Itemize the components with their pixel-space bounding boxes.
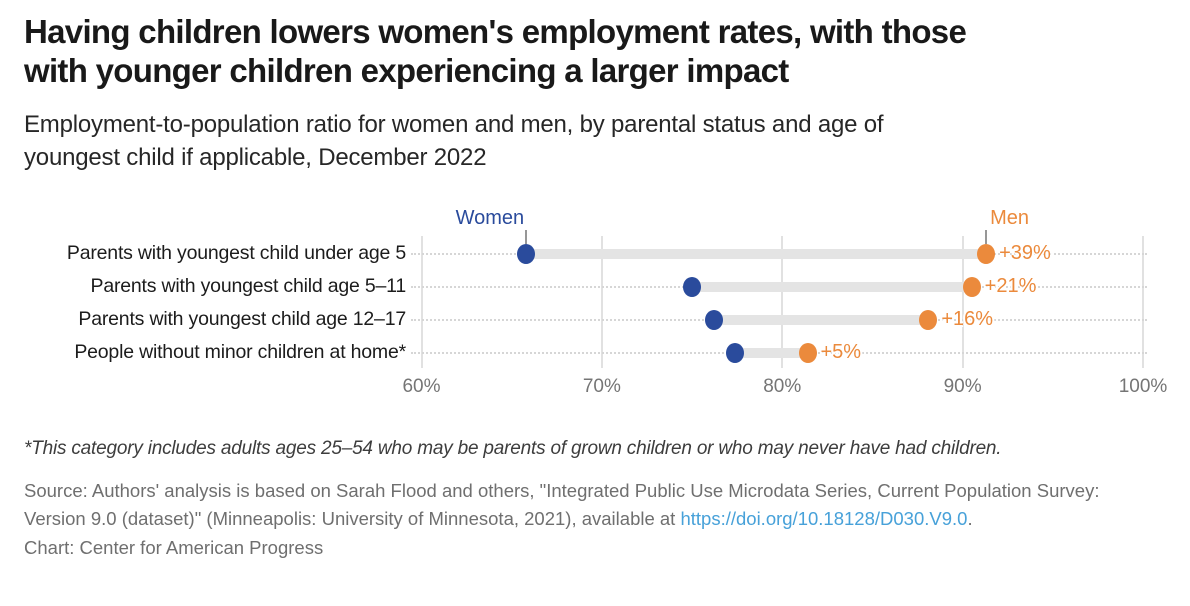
connector-bar <box>713 315 929 325</box>
category-label: Parents with youngest child under age 5 <box>66 242 406 264</box>
gridline-90 <box>961 236 964 368</box>
source-line2: Version 9.0 (dataset)" (Minneapolis: Uni… <box>24 508 681 529</box>
x-axis-tick-label: 100% <box>1118 376 1168 397</box>
women-dot <box>517 244 536 264</box>
series-label-men: Men <box>990 207 1029 229</box>
connector-bar <box>735 348 808 358</box>
x-axis-tick-label: 80% <box>763 376 802 397</box>
diff-label: +39% <box>999 242 1051 264</box>
footnote: *This category includes adults ages 25–5… <box>24 438 1002 459</box>
women-dot <box>726 343 745 363</box>
category-label: Parents with youngest child age 5–11 <box>90 275 407 297</box>
source-suffix: . <box>967 508 973 529</box>
gridline-100 <box>1142 236 1144 368</box>
diff-label: +16% <box>941 308 994 330</box>
men-dot <box>919 310 938 330</box>
women-dot <box>704 310 723 330</box>
women-dot <box>683 277 702 297</box>
connector-bar <box>692 282 972 292</box>
leader-line-men <box>985 230 988 244</box>
x-axis-tick-label: 90% <box>943 376 982 397</box>
gridline-70 <box>600 236 603 368</box>
x-axis-tick-label: 60% <box>402 376 441 397</box>
category-label: People without minor children at home* <box>74 341 406 363</box>
source-link[interactable]: https://doi.org/10.18128/D030.V9.0 <box>680 508 968 529</box>
series-label-women: Women <box>455 207 525 229</box>
source-note: Source: Authors' analysis is based on Sa… <box>24 477 1174 533</box>
x-axis-tick-label: 70% <box>582 376 621 397</box>
men-dot <box>798 343 817 363</box>
men-dot <box>962 277 981 297</box>
source-line1: Source: Authors' analysis is based on Sa… <box>24 480 1100 501</box>
diff-label: +5% <box>820 341 862 363</box>
connector-bar <box>526 249 987 259</box>
dumbbell-chart: Women Men Parents with youngest child un… <box>0 195 1190 410</box>
men-dot <box>977 244 996 264</box>
gridline-60 <box>420 236 423 368</box>
leader-line-women <box>525 230 528 244</box>
chart-title: Having children lowers women's employmen… <box>24 13 967 89</box>
chart-credit: Chart: Center for American Progress <box>24 537 324 558</box>
category-label: Parents with youngest child age 12–17 <box>78 308 406 330</box>
chart-subtitle: Employment-to-population ratio for women… <box>24 111 884 171</box>
diff-label: +21% <box>984 275 1037 297</box>
gridline-80 <box>781 236 784 368</box>
